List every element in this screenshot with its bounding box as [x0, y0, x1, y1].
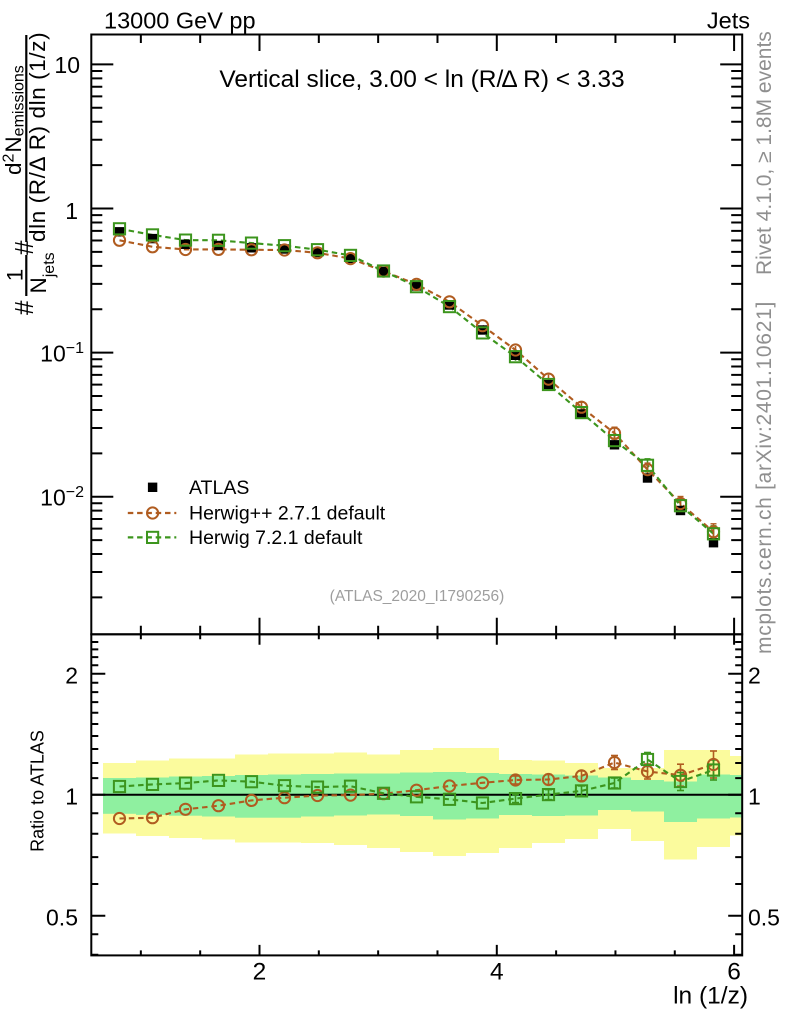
- svg-text:10−2: 10−2: [40, 484, 84, 511]
- svg-text:1: 1: [65, 784, 78, 810]
- svg-text:2: 2: [65, 663, 78, 689]
- svg-text:dln (R/Δ R) dln (1/z): dln (R/Δ R) dln (1/z): [25, 32, 50, 242]
- svg-text:Jets: Jets: [707, 8, 750, 34]
- svg-text:Vertical slice, 3.00 < ln (R/Δ: Vertical slice, 3.00 < ln (R/Δ R) < 3.33: [219, 66, 624, 93]
- svg-text:mcplots.cern.ch [arXiv:2401.10: mcplots.cern.ch [arXiv:2401.10621]: [753, 301, 776, 654]
- svg-text:13000 GeV pp: 13000 GeV pp: [104, 8, 256, 34]
- svg-text:1: 1: [748, 784, 761, 810]
- svg-text:(ATLAS_2020_I1790256): (ATLAS_2020_I1790256): [330, 588, 505, 605]
- svg-text:0.5: 0.5: [748, 905, 780, 931]
- svg-text:2: 2: [253, 959, 267, 986]
- svg-text:1: 1: [3, 269, 28, 282]
- svg-text:ln (1/z): ln (1/z): [673, 983, 748, 1010]
- svg-text:4: 4: [490, 959, 504, 986]
- svg-text:0.5: 0.5: [46, 905, 78, 931]
- svg-text:#: #: [9, 240, 39, 255]
- svg-text:#: #: [9, 300, 39, 315]
- svg-text:6: 6: [727, 959, 741, 986]
- svg-text:1: 1: [65, 198, 78, 224]
- svg-text:Ratio to ATLAS: Ratio to ATLAS: [28, 730, 48, 852]
- svg-text:Herwig++ 2.7.1 default: Herwig++ 2.7.1 default: [189, 503, 386, 525]
- svg-text:Herwig 7.2.1 default: Herwig 7.2.1 default: [189, 527, 363, 549]
- svg-text:Rivet 4.1.0, ≥ 1.8M events: Rivet 4.1.0, ≥ 1.8M events: [753, 31, 776, 275]
- svg-text:2: 2: [748, 663, 761, 689]
- svg-text:10: 10: [54, 52, 80, 78]
- svg-text:ATLAS: ATLAS: [189, 477, 249, 499]
